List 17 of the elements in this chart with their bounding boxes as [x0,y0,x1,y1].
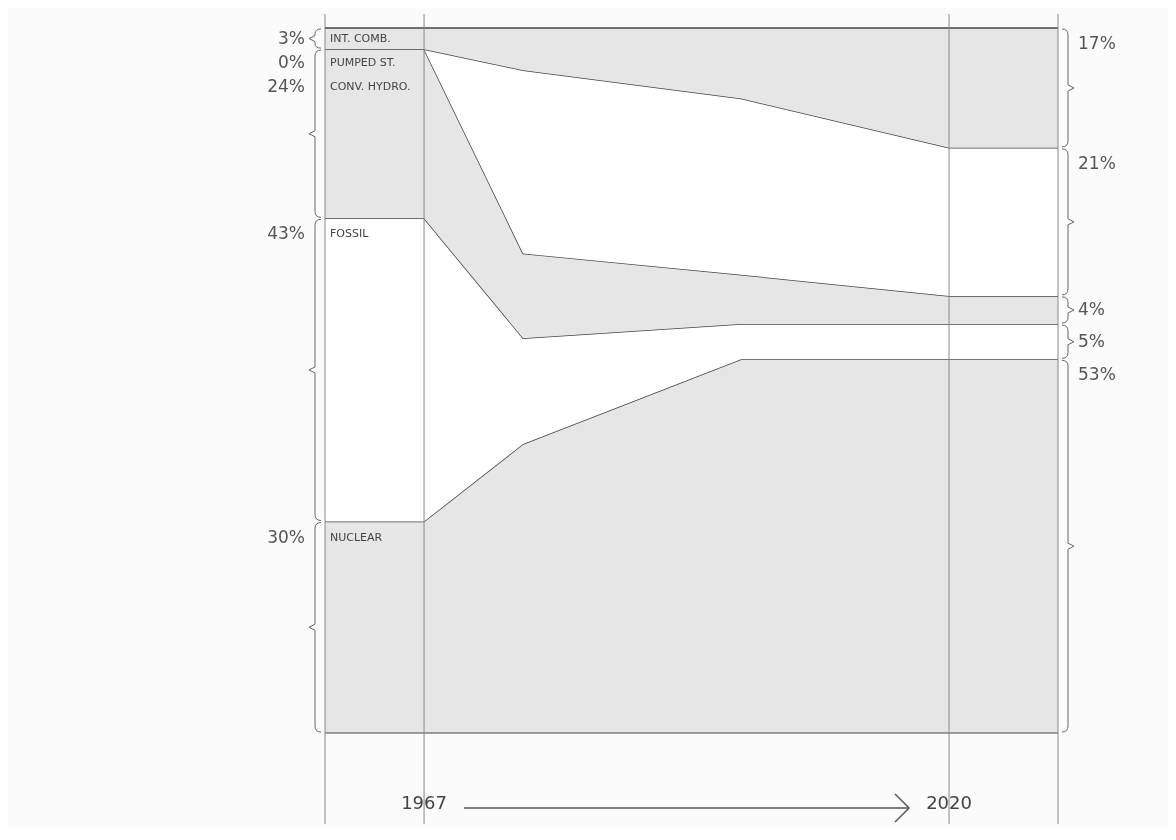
x-tick-label: 1967 [401,791,447,813]
data-label: 4% [1078,299,1105,319]
data-label: 21% [1078,152,1116,173]
series-label: NUCLEAR [330,530,383,544]
data-label: 17% [1078,33,1116,53]
series-label: FOSSIL [330,227,370,241]
data-label: 5% [1078,330,1105,351]
series-label: PUMPED ST. [330,55,396,69]
data-label: 24% [267,75,305,96]
series-label: CONV. HYDRO. [330,79,411,93]
data-label: 53% [1078,364,1116,385]
data-label: 3% [278,27,305,48]
data-label: 30% [267,526,305,547]
series-label: INT. COMB. [330,31,391,45]
x-tick-label: 2020 [926,791,972,813]
data-label: 0% [278,51,305,72]
data-label: 43% [267,223,305,244]
